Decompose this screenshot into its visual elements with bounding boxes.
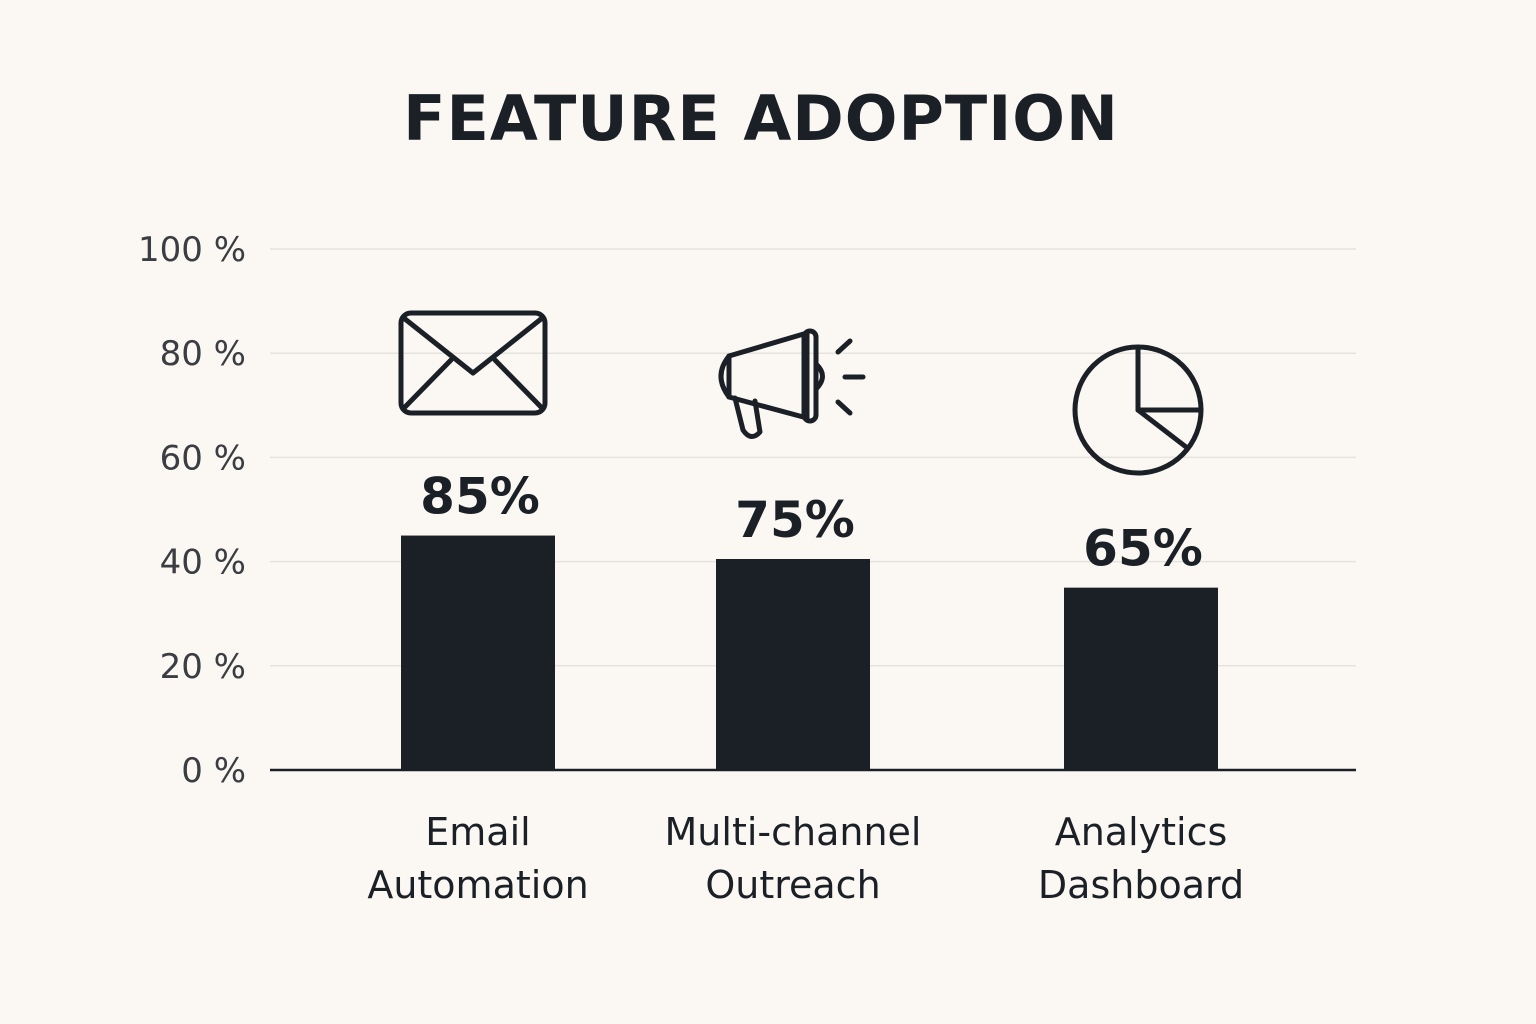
- bar: [1064, 587, 1218, 770]
- x-tick-label: Email: [425, 810, 530, 854]
- bar: [716, 558, 870, 770]
- x-tick-label: Analytics: [1055, 810, 1228, 854]
- envelope-icon: [398, 310, 548, 416]
- y-tick-label: 40 %: [160, 543, 246, 583]
- pie-chart-icon: [1072, 344, 1204, 476]
- y-tick-label: 60 %: [160, 438, 246, 478]
- data-label: 75%: [735, 491, 855, 549]
- bar: [401, 535, 555, 770]
- x-tick-label: Multi-channel: [665, 810, 922, 854]
- x-tick-label: Automation: [367, 863, 588, 907]
- data-label: 65%: [1083, 520, 1203, 578]
- y-tick-label: 20 %: [160, 647, 246, 687]
- data-label: 85%: [420, 468, 540, 526]
- megaphone-icon: [718, 328, 866, 439]
- x-tick-label: Outreach: [705, 863, 880, 907]
- y-tick-label: 80 %: [160, 334, 246, 374]
- y-tick-label: 100 %: [138, 230, 246, 270]
- chart-title: FEATURE ADOPTION: [403, 82, 1119, 155]
- x-tick-label: Dashboard: [1038, 863, 1244, 907]
- y-tick-label: 0 %: [181, 751, 246, 791]
